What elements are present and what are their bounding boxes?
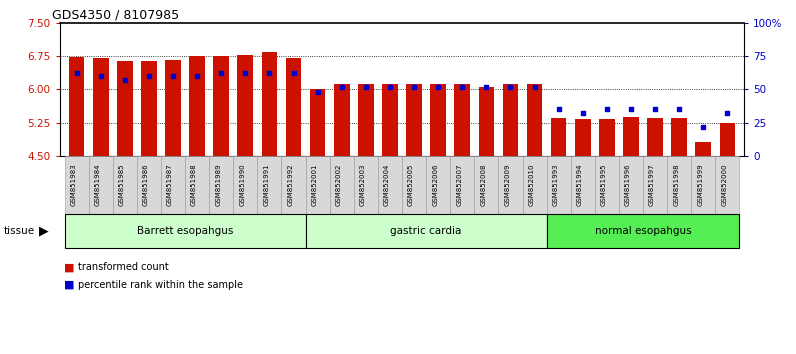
Text: GSM852004: GSM852004 [384, 164, 390, 206]
Text: GSM851993: GSM851993 [552, 164, 559, 206]
Point [600, 107, 613, 112]
Point [215, 70, 228, 76]
Bar [68, 57, 84, 156]
Bar [262, 52, 277, 156]
Point [431, 84, 444, 90]
Bar [358, 84, 373, 156]
Point [697, 124, 710, 129]
Point [456, 84, 469, 90]
Bar [237, 55, 253, 156]
Point [360, 84, 373, 90]
Point [263, 70, 275, 76]
Point [529, 84, 541, 90]
Text: ▶: ▶ [39, 224, 49, 238]
Bar [671, 118, 687, 156]
Point [576, 110, 589, 116]
Point [384, 84, 396, 90]
Bar [502, 84, 518, 156]
Text: GSM851996: GSM851996 [625, 164, 631, 206]
Text: GSM851987: GSM851987 [167, 164, 173, 206]
Text: GSM851994: GSM851994 [577, 164, 583, 206]
Text: GSM852002: GSM852002 [336, 164, 341, 206]
Point [166, 73, 179, 79]
Point [191, 73, 204, 79]
Text: normal esopahgus: normal esopahgus [595, 226, 692, 236]
Text: Barrett esopahgus: Barrett esopahgus [137, 226, 233, 236]
Point [480, 84, 493, 90]
Bar [406, 84, 422, 156]
Point [311, 89, 324, 95]
Point [504, 84, 517, 90]
Text: GSM851999: GSM851999 [697, 164, 704, 206]
Text: GSM851992: GSM851992 [287, 164, 294, 206]
Text: GDS4350 / 8107985: GDS4350 / 8107985 [52, 9, 179, 22]
Bar [165, 60, 181, 156]
Text: ■: ■ [64, 262, 74, 272]
Text: percentile rank within the sample: percentile rank within the sample [78, 280, 243, 290]
Text: GSM852010: GSM852010 [529, 164, 535, 206]
Bar [334, 84, 349, 156]
Text: GSM851998: GSM851998 [673, 164, 679, 206]
Bar [141, 61, 157, 156]
Text: ■: ■ [64, 280, 74, 290]
Text: gastric cardia: gastric cardia [390, 226, 462, 236]
Text: GSM852008: GSM852008 [480, 164, 486, 206]
Text: tissue: tissue [4, 226, 35, 236]
Bar [478, 87, 494, 156]
Text: GSM852000: GSM852000 [721, 164, 728, 206]
Text: GSM852007: GSM852007 [456, 164, 462, 206]
Point [70, 70, 83, 76]
Text: GSM851990: GSM851990 [240, 164, 245, 206]
Text: GSM852006: GSM852006 [432, 164, 438, 206]
Text: GSM851983: GSM851983 [71, 164, 76, 206]
Bar [310, 89, 326, 156]
Bar [575, 119, 591, 156]
Text: GSM851986: GSM851986 [143, 164, 149, 206]
Point [408, 84, 420, 90]
Point [119, 77, 131, 83]
Text: GSM851988: GSM851988 [191, 164, 197, 206]
Point [239, 70, 252, 76]
Text: GSM852005: GSM852005 [408, 164, 414, 206]
Point [335, 84, 348, 90]
Point [673, 107, 685, 112]
Bar [455, 84, 470, 156]
Bar [382, 84, 398, 156]
Text: GSM851985: GSM851985 [119, 164, 125, 206]
Bar [623, 117, 639, 156]
Point [142, 73, 155, 79]
Bar [551, 118, 567, 156]
Bar [431, 84, 446, 156]
Point [721, 110, 734, 116]
Bar [286, 58, 302, 156]
Text: GSM852003: GSM852003 [360, 164, 366, 206]
Point [552, 107, 565, 112]
Text: GSM851989: GSM851989 [215, 164, 221, 206]
Text: GSM851997: GSM851997 [649, 164, 655, 206]
Point [625, 107, 638, 112]
Text: GSM851995: GSM851995 [601, 164, 607, 206]
Bar [117, 61, 133, 156]
Bar [696, 142, 711, 156]
Point [287, 70, 300, 76]
Point [649, 107, 661, 112]
Text: GSM851984: GSM851984 [95, 164, 100, 206]
Bar [189, 56, 205, 156]
Bar [599, 119, 615, 156]
Text: transformed count: transformed count [78, 262, 169, 272]
Bar [647, 118, 663, 156]
Bar [527, 84, 542, 156]
Text: GSM851991: GSM851991 [263, 164, 269, 206]
Bar [93, 58, 108, 156]
Point [94, 73, 107, 79]
Bar [720, 122, 736, 156]
Text: GSM852009: GSM852009 [505, 164, 510, 206]
Text: GSM852001: GSM852001 [311, 164, 318, 206]
Bar [213, 56, 229, 156]
